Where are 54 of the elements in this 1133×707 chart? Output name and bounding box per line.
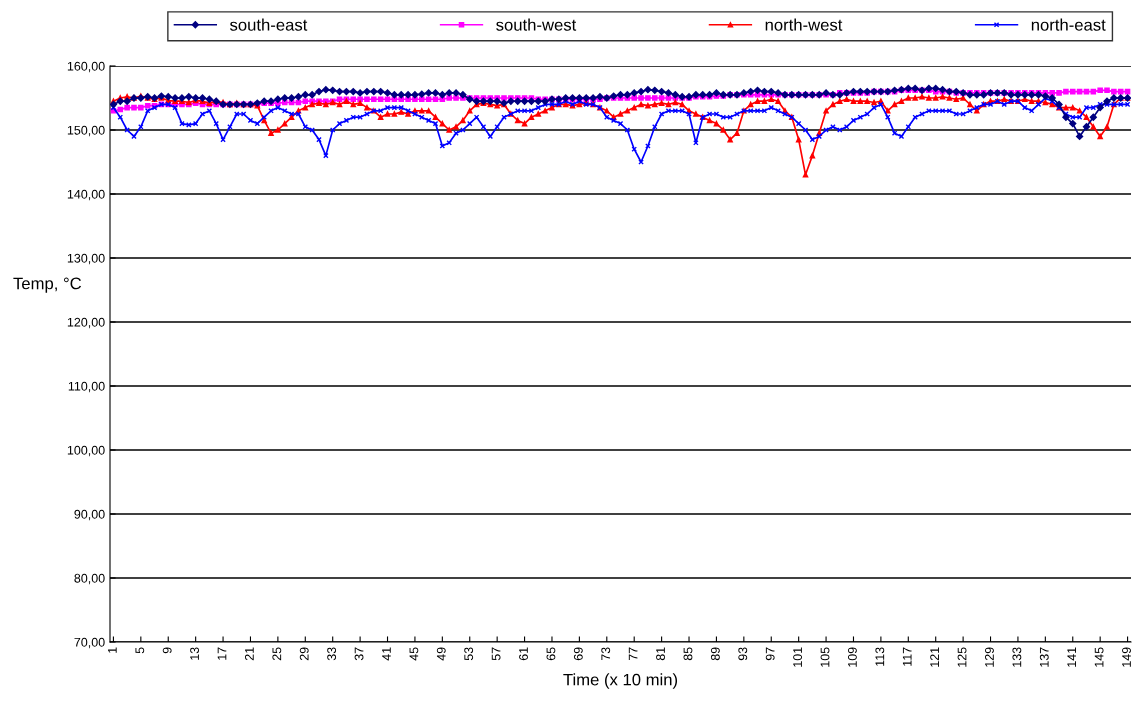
x-tick-label: 125 [957,647,967,667]
x-tick-label: 145 [1094,647,1104,667]
x-tick-label: 37 [354,647,364,661]
x-tick-label: 29 [299,647,309,661]
y-tick-label: 100,00 [67,445,105,457]
x-tick-label: 105 [820,647,830,667]
x-tick-label: 113 [875,647,885,666]
y-tick-label: 70,00 [74,637,105,649]
x-tick-label: 73 [601,647,611,661]
x-tick-label: 149 [1122,647,1131,667]
x-tick-label: 117 [902,647,912,666]
x-tick-label: 1 [108,647,117,653]
legend-label: south-west [496,18,577,31]
x-tick-label: 97 [765,647,775,661]
y-axis-title: Temp, °C [13,277,82,293]
x-tick-label: 25 [272,647,282,661]
x-tick-label: 9 [162,647,172,654]
x-tick-label: 89 [710,647,720,661]
x-tick-label: 81 [656,647,665,661]
x-tick-label: 53 [464,647,474,661]
y-tick-label: 130,00 [67,253,105,265]
y-tick-label: 120,00 [67,317,105,329]
y-tick-label: 110,00 [68,381,105,393]
y-tick-label: 160,00 [67,61,105,73]
x-tick-label: 41 [382,647,391,661]
y-tick-label: 140,00 [67,189,105,201]
legend-label: north-east [1031,18,1106,31]
y-tick-label: 150,00 [67,125,105,137]
x-tick-label: 77 [628,647,638,661]
x-tick-label: 45 [409,647,419,661]
x-tick-label: 121 [930,647,939,667]
y-tick-label: 80,00 [74,573,105,585]
x-tick-label: 85 [683,647,693,661]
x-tick-label: 137 [1039,647,1049,667]
x-tick-label: 65 [546,647,556,661]
x-axis-title: Time (x 10 min) [563,673,678,689]
x-tick-label: 69 [573,647,583,661]
x-tick-label: 17 [217,647,227,660]
legend-label: south-east [229,18,308,31]
x-tick-label: 93 [738,647,748,661]
x-tick-label: 5 [135,647,145,654]
x-tick-label: 57 [491,647,501,661]
x-tick-label: 61 [519,647,528,661]
y-tick-label: 90,00 [74,509,105,521]
legend-label: north-west [765,18,843,31]
x-tick-label: 21 [244,647,254,661]
x-tick-label: 141 [1067,647,1076,667]
x-tick-label: 109 [847,647,857,667]
x-tick-label: 129 [985,647,994,667]
x-tick-label: 33 [327,647,337,661]
x-tick-label: 133 [1012,647,1022,667]
x-tick-label: 49 [436,647,446,661]
x-tick-label: 101 [793,647,803,667]
x-tick-label: 13 [190,647,200,660]
